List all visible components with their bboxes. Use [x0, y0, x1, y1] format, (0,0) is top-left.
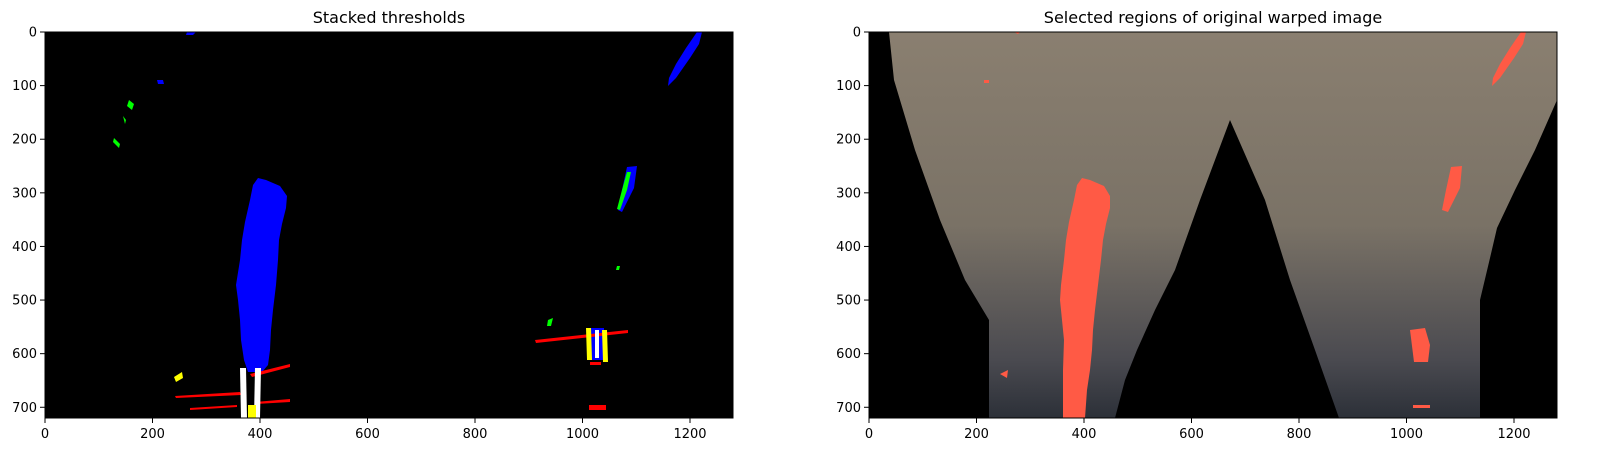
panel-2-y-tick-label: 100 [836, 79, 861, 94]
blue-left-lane-region [236, 178, 287, 372]
blue-right-top-streak [668, 32, 702, 86]
panel-1-y-tick-label: 100 [12, 79, 37, 94]
panel-2-title: Selected regions of original warped imag… [1044, 8, 1382, 27]
panel-1-title: Stacked thresholds [313, 8, 466, 27]
panel-2-y-tick-label: 200 [836, 133, 861, 148]
panel-1-y-tick-label: 500 [12, 294, 37, 309]
panel-2-ticks: 0 200 400 600 800 1000 1200 0 100 200 300 400 500 600… [836, 26, 1530, 443]
red-bottom-streak-1 [175, 392, 241, 398]
green-speck-5 [616, 266, 620, 270]
highlight-speck-3 [1000, 370, 1008, 378]
panel-1-image [113, 32, 702, 418]
highlight-left-lane [1060, 178, 1110, 418]
green-speck-1 [127, 100, 134, 110]
highlight-right-bottom [1410, 328, 1430, 362]
panel-1-y-tick-label: 700 [12, 401, 37, 416]
red-bottom-streak-2 [190, 405, 237, 410]
panel-2-y-tick-label: 400 [836, 240, 861, 255]
panel-selected-regions: Selected regions of original warped imag… [836, 8, 1558, 443]
panel-1-y-tick-label: 0 [29, 26, 37, 41]
green-right-streak [617, 172, 631, 210]
panel-2-x-tick-label: 1000 [1390, 427, 1423, 442]
panel-2-y-tick-label: 300 [836, 186, 861, 201]
highlight-small-bottom [1413, 405, 1430, 408]
green-speck-2 [113, 138, 120, 148]
highlight-speck-1 [984, 80, 989, 83]
panel-2-y-tick-label: 500 [836, 294, 861, 309]
panel-2-y-tick-label: 700 [836, 401, 861, 416]
panel-2-x-tick-label: 600 [1179, 427, 1204, 442]
panel-2-x-tick-label: 1200 [1497, 427, 1530, 442]
red-right-base [590, 362, 601, 365]
panel-2-axes-frame [868, 31, 1558, 419]
panel-2-y-tick-label: 600 [836, 347, 861, 362]
panel-2-x-tick-label: 0 [865, 427, 873, 442]
panel-1-x-tick-label: 1200 [673, 427, 706, 442]
panel-2-x-tick-label: 200 [964, 427, 989, 442]
panel-1-x-tick-label: 600 [355, 427, 380, 442]
panel-1-y-tick-label: 300 [12, 186, 37, 201]
white-lane-left [240, 368, 247, 418]
panel-1-y-tick-label: 400 [12, 240, 37, 255]
panel-1-ticks: 0 200 400 600 800 1000 1200 0 100 200 300 400 500 600… [12, 26, 706, 443]
panel-2-y-tick-label: 0 [853, 26, 861, 41]
red-small-right [589, 405, 606, 410]
yellow-speck-left [174, 372, 183, 382]
blue-small-blob [157, 80, 164, 84]
highlight-right-middle [1442, 166, 1462, 212]
yellow-right-left [586, 328, 592, 360]
panel-1-y-tick-label: 600 [12, 347, 37, 362]
green-speck-4 [547, 318, 553, 326]
highlight-right-top [1492, 32, 1526, 86]
panel-1-x-tick-label: 400 [248, 427, 273, 442]
panel-stacked-thresholds: Stacked thresholds [12, 8, 734, 443]
yellow-right-right [602, 330, 608, 362]
panel-1-y-tick-label: 200 [12, 133, 37, 148]
white-right-lane [595, 330, 599, 358]
red-bottom-streak-3 [255, 399, 290, 404]
green-speck-3 [123, 116, 126, 124]
panel-1-x-tick-label: 800 [463, 427, 488, 442]
warped-road-surface [889, 32, 1557, 418]
panel-2-image [889, 32, 1557, 418]
panel-2-x-tick-label: 400 [1072, 427, 1097, 442]
panel-1-image-background [45, 32, 733, 418]
panel-1-axes-frame [44, 31, 734, 419]
blue-top-speck [186, 32, 196, 35]
yellow-lane-bottom [248, 405, 256, 418]
panel-1-x-tick-label: 0 [41, 427, 49, 442]
panel-1-x-tick-label: 200 [140, 427, 165, 442]
panel-1-x-tick-label: 1000 [566, 427, 599, 442]
panel-2-x-tick-label: 800 [1287, 427, 1312, 442]
